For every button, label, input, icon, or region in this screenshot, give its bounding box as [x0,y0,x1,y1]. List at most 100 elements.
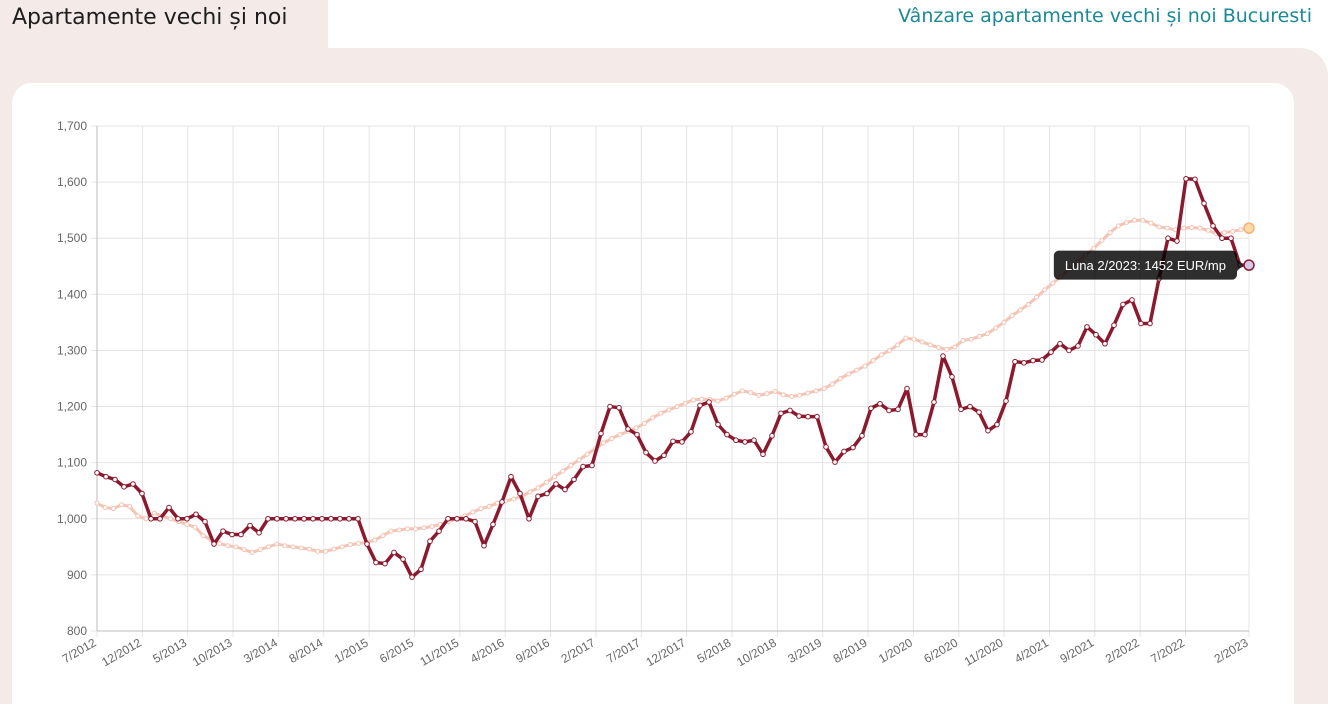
series-price-point[interactable] [724,431,730,438]
series-trend-point[interactable] [837,376,843,381]
series-trend-point[interactable] [1017,307,1023,313]
series-price-point[interactable] [760,451,766,458]
series-trend-point[interactable] [674,404,680,410]
series-price-point[interactable] [733,437,739,444]
series-price-point[interactable] [1057,340,1063,347]
series-trend-point[interactable] [1205,227,1211,233]
series-trend-point[interactable] [1181,225,1187,231]
series-trend-point[interactable] [200,533,206,539]
series-price-point[interactable] [526,515,532,522]
series-trend-point[interactable] [878,352,884,358]
series-price-point[interactable] [607,403,613,410]
series-price-point[interactable] [697,402,703,409]
series-trend-point[interactable] [486,503,492,509]
series-trend-point[interactable] [306,546,312,552]
series-price-point[interactable] [868,405,874,412]
series-trend-point[interactable] [380,533,386,539]
series-price-point[interactable] [679,439,685,445]
series-trend-point[interactable] [739,388,745,394]
series-price-point[interactable] [319,515,325,522]
series-price-point[interactable] [832,459,838,465]
series-trend-point[interactable] [470,509,476,515]
series-trend-point[interactable] [1025,301,1031,307]
series-price-point[interactable] [859,432,865,439]
series-price-point[interactable] [1228,235,1234,242]
series-trend-point[interactable] [903,335,909,341]
series-price-point[interactable] [1102,340,1108,347]
series-price-point[interactable] [598,430,604,437]
series-price-point[interactable] [211,541,217,547]
series-price-point[interactable] [310,515,316,522]
series-trend-point[interactable] [249,549,255,555]
series-trend-point[interactable] [413,526,419,532]
series-trend-point[interactable] [666,407,672,413]
series-price-point[interactable] [634,431,640,438]
series-price-point[interactable] [643,449,649,456]
series-price-point[interactable] [589,462,595,469]
series-trend-point[interactable] [168,516,174,522]
series-trend-point[interactable] [797,392,803,398]
series-trend-point[interactable] [241,547,247,553]
series-trend-point[interactable] [1042,287,1048,293]
series-price-point[interactable] [355,515,361,522]
series-trend-point[interactable] [976,333,982,339]
series-trend-point[interactable] [282,543,288,549]
series-trend-point[interactable] [609,436,615,442]
series-price-point[interactable] [571,476,577,483]
series-trend-point[interactable] [772,388,778,394]
series-price-point[interactable] [1111,322,1117,328]
series-trend-point[interactable] [331,546,337,552]
series-trend-point[interactable] [1091,245,1097,251]
series-price-point[interactable] [400,556,406,562]
series-price-point[interactable] [805,413,811,420]
series-price-point[interactable] [283,515,289,522]
series-trend-point[interactable] [1034,294,1040,300]
series-price-point[interactable] [940,353,946,359]
series-trend-point[interactable] [298,545,304,551]
page-title-link[interactable]: Vânzare apartamente vechi și noi Bucures… [898,5,1312,27]
series-price-point[interactable] [427,538,433,545]
series-trend-point[interactable] [805,390,811,396]
series-price-point[interactable] [256,530,262,536]
series-price-point[interactable] [841,448,847,455]
series-trend-point[interactable] [347,542,353,548]
series-trend-point[interactable] [543,479,549,485]
series-trend-point[interactable] [960,337,966,343]
series-trend-point[interactable] [1189,225,1195,231]
series-trend-point[interactable] [225,543,231,549]
series-price-point[interactable] [976,409,982,415]
series-price-point[interactable] [436,528,442,534]
series-price-point[interactable] [121,483,127,490]
series-trend-point[interactable] [217,540,223,546]
series-trend-point[interactable] [846,371,852,377]
series-trend-point[interactable] [1238,227,1244,233]
series-price-point[interactable] [1039,357,1045,363]
series-trend-point[interactable] [388,528,394,534]
series-trend-point[interactable] [641,420,647,426]
series-trend-point[interactable] [1123,220,1129,226]
series-price-point[interactable] [688,429,694,435]
series-price-point[interactable] [544,490,550,497]
series-trend-point[interactable] [682,400,688,406]
series-price-point[interactable] [562,486,568,493]
series-price-point[interactable] [1174,238,1180,244]
series-price-point[interactable] [184,515,190,522]
series-price-point[interactable] [229,531,235,538]
series-trend-point[interactable] [1156,224,1162,230]
series-trend-point[interactable] [919,339,925,345]
series-price-point[interactable] [769,432,775,439]
series-trend-point[interactable] [110,506,116,512]
series-trend-point[interactable] [1243,222,1255,234]
series-trend-point[interactable] [576,457,582,463]
series-price-point[interactable] [517,490,523,497]
series-trend-point[interactable] [584,451,590,457]
series-trend-point[interactable] [1148,220,1154,226]
series-price-point[interactable] [112,476,118,483]
series-trend-point[interactable] [1164,225,1170,231]
series-price-point[interactable] [157,515,163,522]
series-trend-point[interactable] [527,489,533,495]
series-price-point[interactable] [535,493,541,500]
series-price-point[interactable] [499,499,505,505]
series-trend-point[interactable] [233,544,239,550]
series-price-point[interactable] [382,560,388,567]
